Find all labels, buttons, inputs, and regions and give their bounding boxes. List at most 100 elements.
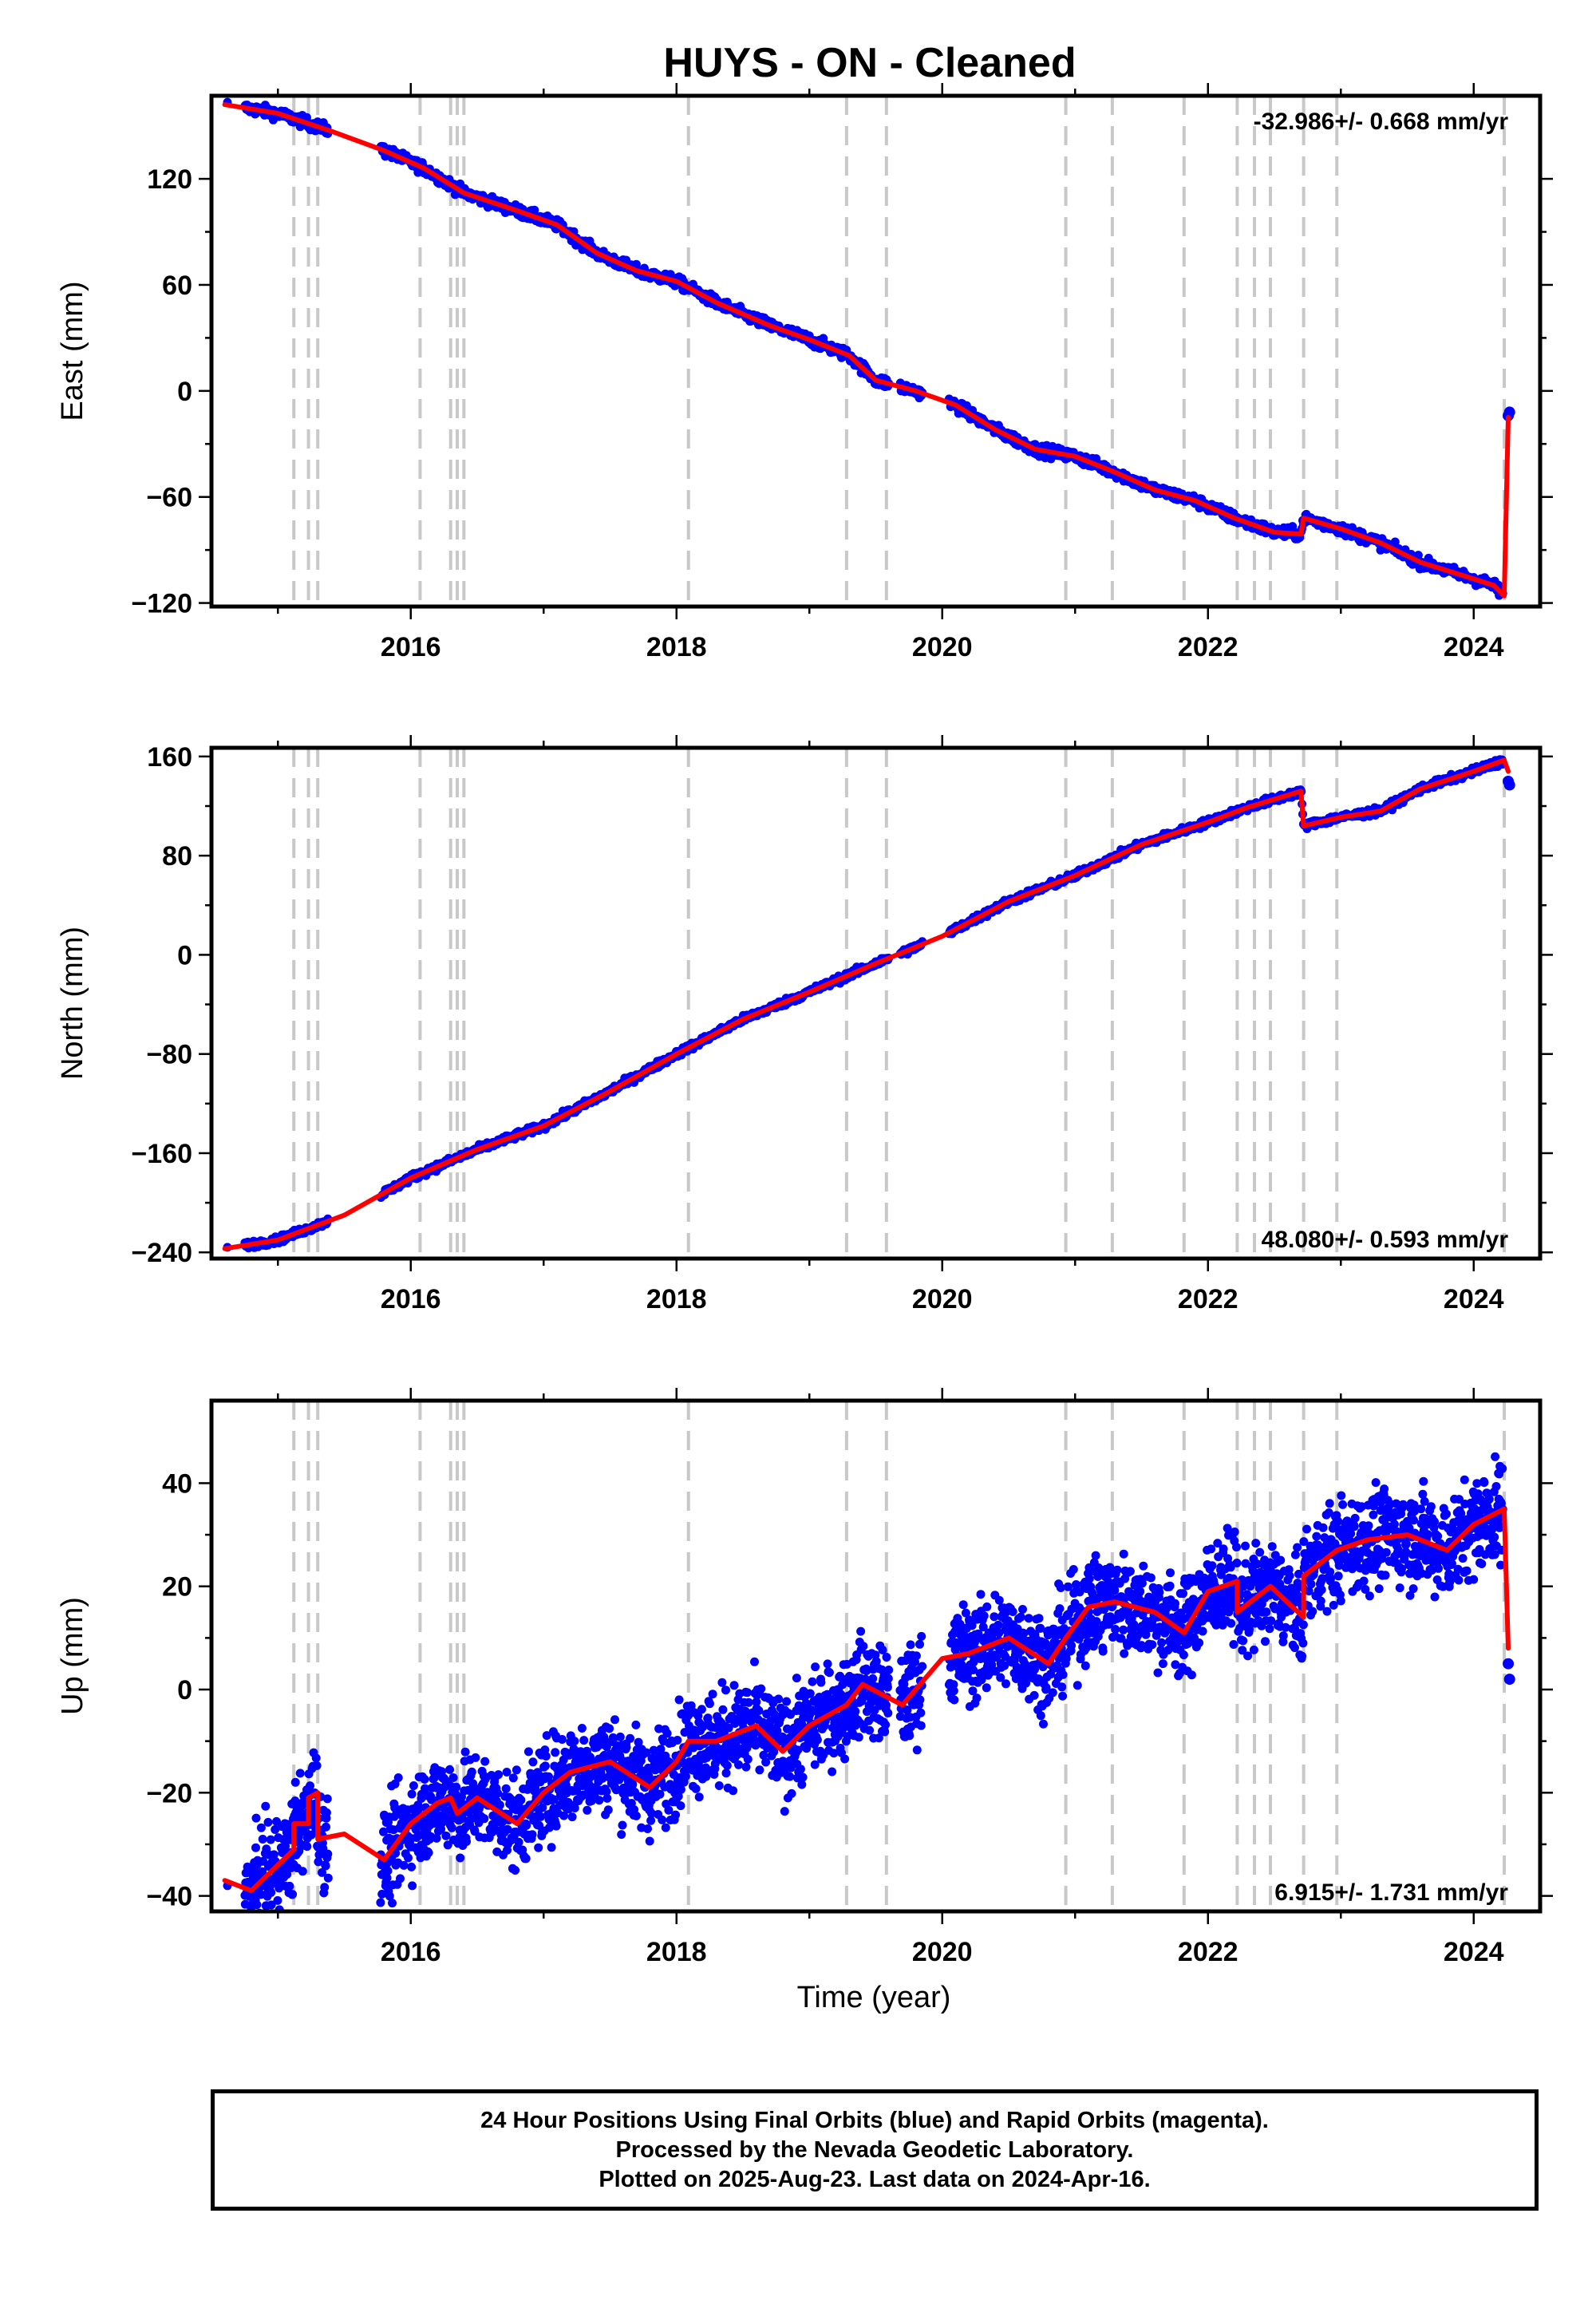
data-point xyxy=(393,1773,403,1782)
data-point xyxy=(618,1820,627,1830)
data-point xyxy=(282,1870,292,1879)
data-point xyxy=(302,1842,312,1852)
data-point xyxy=(721,1686,730,1695)
data-point xyxy=(409,1781,418,1790)
data-point xyxy=(269,1850,279,1860)
data-point xyxy=(441,1831,451,1840)
data-point xyxy=(577,1724,587,1733)
data-point xyxy=(691,1784,701,1793)
x-tick-label: 2018 xyxy=(646,1284,707,1314)
data-point xyxy=(432,1833,441,1843)
data-point xyxy=(534,1843,543,1852)
y-tick-label: −120 xyxy=(131,589,192,619)
data-point xyxy=(676,1801,685,1811)
data-point xyxy=(755,1765,764,1775)
data-point xyxy=(772,1726,782,1736)
data-point xyxy=(769,1747,779,1757)
data-point xyxy=(631,1811,641,1820)
data-point xyxy=(649,1745,658,1755)
data-point xyxy=(445,1765,454,1774)
data-point xyxy=(808,1677,817,1686)
data-point xyxy=(782,1697,792,1706)
data-point xyxy=(722,1761,732,1770)
data-point xyxy=(508,1773,518,1783)
y-tick-label: −240 xyxy=(131,1238,192,1268)
data-point xyxy=(551,1821,561,1831)
data-point xyxy=(318,1867,326,1877)
data-point xyxy=(424,1848,433,1857)
data-point xyxy=(452,1782,461,1792)
data-point xyxy=(522,1820,531,1830)
data-point xyxy=(661,1823,670,1832)
data-point xyxy=(754,1706,764,1715)
data-point xyxy=(388,1899,397,1908)
data-point xyxy=(708,1690,717,1699)
data-point xyxy=(258,1835,267,1844)
data-point xyxy=(865,1725,875,1735)
data-point xyxy=(724,1723,733,1733)
data-point xyxy=(480,1757,490,1766)
x-tick-label: 2018 xyxy=(646,632,707,662)
data-point xyxy=(561,1780,571,1790)
data-point xyxy=(323,1849,333,1859)
data-point xyxy=(311,1753,321,1763)
data-point xyxy=(514,1837,523,1847)
data-point xyxy=(854,1733,863,1742)
x-tick-label: 2022 xyxy=(1178,632,1238,662)
data-point xyxy=(757,1684,766,1694)
data-point xyxy=(859,1642,868,1651)
data-point xyxy=(595,1796,604,1805)
data-point xyxy=(681,1772,690,1781)
data-point xyxy=(521,1854,531,1863)
data-point xyxy=(523,1747,533,1757)
data-point xyxy=(273,1895,282,1905)
data-point xyxy=(761,1757,771,1767)
data-point xyxy=(787,1788,796,1798)
data-point xyxy=(404,1853,413,1863)
data-point xyxy=(421,1784,430,1793)
data-point xyxy=(377,1889,387,1899)
data-point xyxy=(631,1720,641,1729)
data-point xyxy=(527,1830,537,1840)
data-point xyxy=(549,1795,559,1804)
data-point xyxy=(798,1773,808,1782)
data-point xyxy=(796,1765,805,1774)
data-point xyxy=(557,1735,567,1744)
data-point xyxy=(267,1900,276,1910)
data-point xyxy=(626,1733,635,1743)
x-tick-label: 2024 xyxy=(1444,1284,1504,1314)
data-point xyxy=(658,1815,667,1824)
data-point xyxy=(456,1853,465,1863)
rate-annotation: 48.080+/- 0.593 mm/yr xyxy=(1262,1227,1509,1253)
y-tick-label: 160 xyxy=(147,742,192,773)
data-point xyxy=(260,1914,269,1923)
data-point xyxy=(538,1803,547,1812)
data-point xyxy=(734,1760,743,1769)
data-point xyxy=(1413,551,1423,560)
data-point xyxy=(385,1891,394,1901)
data-point xyxy=(247,1923,256,1931)
data-point xyxy=(407,1789,417,1799)
data-point xyxy=(697,1705,706,1714)
data-point xyxy=(717,1678,727,1687)
data-point xyxy=(294,1846,304,1856)
data-point xyxy=(256,1921,265,1930)
data-point xyxy=(642,1748,651,1757)
data-point xyxy=(1503,779,1515,791)
data-point xyxy=(746,1717,756,1726)
data-point xyxy=(810,1760,820,1769)
data-point xyxy=(528,1757,538,1767)
data-point xyxy=(780,1807,789,1816)
data-point xyxy=(551,1748,560,1757)
x-tick-label: 2020 xyxy=(912,632,973,662)
data-point xyxy=(655,1789,665,1799)
data-point xyxy=(379,1827,388,1836)
data-point xyxy=(628,1780,638,1789)
data-point xyxy=(251,1813,261,1823)
data-point xyxy=(512,1765,521,1775)
data-point xyxy=(570,1737,579,1746)
data-point xyxy=(503,1824,512,1834)
data-point xyxy=(501,1784,511,1793)
data-point xyxy=(323,1873,333,1883)
